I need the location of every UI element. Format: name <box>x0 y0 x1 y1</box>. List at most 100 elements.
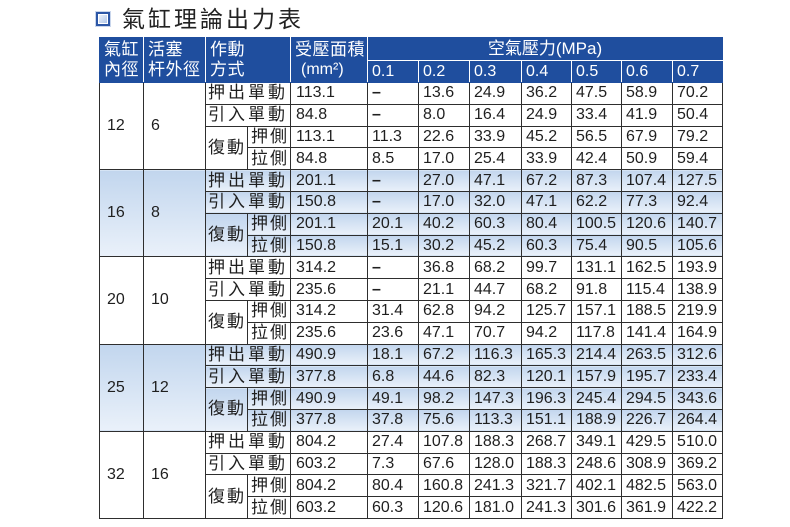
force-cell: 188.3 <box>469 430 522 454</box>
force-cell: 20.1 <box>367 212 419 236</box>
force-cell: 67.2 <box>418 343 470 367</box>
force-cell: 117.8 <box>571 321 622 345</box>
force-cell: 294.5 <box>621 387 673 410</box>
force-cell: 301.6 <box>571 496 622 519</box>
mode-cell: 引入單動 <box>205 278 291 301</box>
force-cell: 30.2 <box>418 234 470 258</box>
area-cell: 314.2 <box>290 256 368 280</box>
table-row: 復動 押側 314.2 31.4 62.8 94.2 125.7 157.1 188.5 219.… <box>100 299 723 345</box>
force-cell: – <box>367 190 419 214</box>
force-cell: 181.0 <box>469 496 522 519</box>
force-cell: 70.7 <box>469 321 522 345</box>
force-cell: 31.4 <box>367 299 419 323</box>
table-row: 復動 押側 113.1 11.3 22.6 33.9 45.2 56.5 67.9 79.2 <box>100 125 723 171</box>
force-cell: 92.4 <box>672 190 723 214</box>
mode-cell: 引入單動 <box>205 452 291 476</box>
force-cell: 116.3 <box>469 343 522 367</box>
force-cell: 308.9 <box>621 452 673 476</box>
header-area: 受壓面積 (mm²) <box>290 37 368 83</box>
header-air-pressure: 空氣壓力(MPa) <box>367 37 723 61</box>
table-row: 拉側 603.2 60.3 120.6 181.0 241.3 301.6 361.9 422.… <box>100 496 723 519</box>
force-cell: 32.0 <box>469 190 522 214</box>
force-cell: 422.2 <box>672 496 723 519</box>
header-bore: 氣缸 內徑 <box>99 37 144 83</box>
force-cell: 94.2 <box>469 299 522 323</box>
force-cell: 45.2 <box>521 125 572 149</box>
force-cell: 11.3 <box>367 125 419 149</box>
double-acting-cell: 復動 <box>205 387 248 432</box>
force-cell: 429.5 <box>621 430 673 454</box>
mode-cell: 引入單動 <box>205 190 291 214</box>
area-cell: 804.2 <box>290 430 368 454</box>
area-cell: 603.2 <box>290 496 368 519</box>
table-row: 20 10 押出單動 314.2–36.8 68.2 99.7 131.1 162.5 193.… <box>99 256 723 345</box>
mode-cell: 押出單動 <box>205 82 291 105</box>
area-cell: 235.6 <box>290 321 368 345</box>
area-cell: 490.9 <box>290 343 368 367</box>
double-acting-cell: 復動 <box>205 212 248 258</box>
force-cell: 80.4 <box>367 474 419 498</box>
force-cell: 33.9 <box>521 147 572 171</box>
force-cell: 87.3 <box>571 169 622 192</box>
force-cell: 24.9 <box>469 82 522 105</box>
area-cell: 150.8 <box>290 234 368 258</box>
bore-cell: 16 <box>99 169 144 258</box>
force-cell: 131.1 <box>571 256 622 280</box>
force-cell: 157.9 <box>571 365 622 389</box>
force-cell: 24.9 <box>521 103 572 127</box>
area-cell: 150.8 <box>290 190 368 214</box>
force-cell: 75.6 <box>418 408 470 432</box>
table-row: 引入單動 84.8–8.0 16.4 24.9 33.4 41.9 50.4 <box>100 103 723 127</box>
double-acting-cell: 復動 <box>205 125 248 171</box>
table-row: 引入單動 603.2 7.3 67.6 128.0 188.3 248.6 308.9 369.… <box>100 452 723 476</box>
force-cell: 80.4 <box>521 212 572 236</box>
force-cell: 268.7 <box>521 430 572 454</box>
force-cell: 312.6 <box>672 343 723 367</box>
force-cell: 138.9 <box>672 278 723 301</box>
force-cell: 47.1 <box>469 169 522 192</box>
force-cell: 219.9 <box>672 299 723 323</box>
area-cell: 377.8 <box>290 365 368 389</box>
area-cell: 603.2 <box>290 452 368 476</box>
force-cell: 47.5 <box>571 82 622 105</box>
force-cell: 67.9 <box>621 125 673 149</box>
force-cell: 75.4 <box>571 234 622 258</box>
side-cell: 押側 <box>247 299 291 323</box>
rod-cell: 10 <box>143 256 206 345</box>
force-cell: 105.6 <box>672 234 723 258</box>
force-cell: – <box>367 169 419 192</box>
header-pressure-5: 0.5 <box>571 60 622 83</box>
force-cell: 17.0 <box>418 147 470 171</box>
force-cell: 188.5 <box>621 299 673 323</box>
force-cell: – <box>367 278 419 301</box>
header-pressure-7: 0.7 <box>672 60 723 83</box>
force-cell: 37.8 <box>367 408 419 432</box>
force-cell: 56.5 <box>571 125 622 149</box>
force-cell: 140.7 <box>672 212 723 236</box>
side-cell: 押側 <box>247 212 291 236</box>
header-pressure-6: 0.6 <box>621 60 673 83</box>
force-cell: 98.2 <box>418 387 470 410</box>
force-cell: 120.6 <box>418 496 470 519</box>
force-cell: 42.4 <box>571 147 622 171</box>
force-cell: 241.3 <box>469 474 522 498</box>
header-pressure-2: 0.2 <box>418 60 470 83</box>
force-cell: 99.7 <box>521 256 572 280</box>
force-cell: 16.4 <box>469 103 522 127</box>
force-cell: 8.0 <box>418 103 470 127</box>
force-cell: 188.3 <box>521 452 572 476</box>
force-cell: 47.1 <box>418 321 470 345</box>
force-cell: 113.3 <box>469 408 522 432</box>
force-cell: 160.8 <box>418 474 470 498</box>
bore-cell: 25 <box>99 343 144 432</box>
force-cell: 47.1 <box>521 190 572 214</box>
force-cell: 402.1 <box>571 474 622 498</box>
table-row: 拉側 150.8 15.1 30.2 45.2 60.3 75.4 90.5 105.6 <box>100 234 723 258</box>
header-bore-line2: 內徑 <box>104 60 139 79</box>
header-area-line1: 受壓面積 <box>295 40 365 59</box>
force-cell: 25.4 <box>469 147 522 171</box>
force-cell: 44.7 <box>469 278 522 301</box>
force-cell: 36.2 <box>521 82 572 105</box>
force-cell: 214.4 <box>571 343 622 367</box>
force-cell: 165.3 <box>521 343 572 367</box>
